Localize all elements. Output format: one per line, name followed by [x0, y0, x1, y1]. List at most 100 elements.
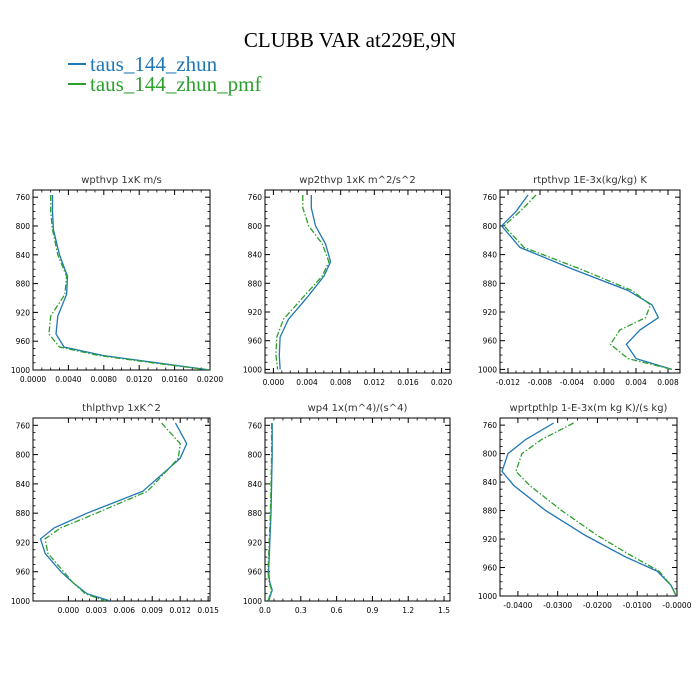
- series-line-taus-144-zhun-pmf: [44, 422, 181, 601]
- plot-frame: [499, 417, 678, 597]
- y-tick-label: 880: [248, 509, 263, 518]
- y-tick-label: 840: [248, 251, 263, 260]
- x-tick-label: -0.0300: [543, 601, 572, 610]
- x-tick-label: -0.0100: [623, 601, 652, 610]
- legend-label: taus_144_zhun_pmf: [90, 72, 262, 96]
- x-tick-label: 0.012: [169, 606, 191, 615]
- subplot-4: thlpthvp 1xK^2 0.000 0.003 0.006 0.009 0.012 0…: [11, 403, 219, 615]
- plot-frame: [264, 417, 451, 602]
- subplot-2: wp2thvp 1xK m^2/s^2 0.000 0.004 0.008 0.012 0…: [243, 175, 453, 387]
- x-tick-label: 0.020: [431, 378, 453, 387]
- y-tick-label: 960: [483, 564, 498, 573]
- x-tick-label: 0.9: [366, 606, 378, 615]
- y-tick-label: 840: [483, 251, 498, 260]
- y-tick-label: 760: [248, 193, 263, 202]
- subplot-title: rtpthvp 1E-3x(kg/kg) K: [533, 175, 647, 186]
- y-tick-label: 800: [483, 450, 498, 459]
- x-tick-label: 0.009: [141, 606, 163, 615]
- series-line-taus-144-zhun-pmf: [267, 423, 273, 601]
- y-tick-label: 880: [483, 507, 498, 516]
- x-tick-label: 0.0040: [55, 375, 81, 384]
- x-tick-label: 0.000: [263, 378, 285, 387]
- y-tick-label: 920: [16, 308, 31, 317]
- x-tick-label: -0.0000: [663, 601, 692, 610]
- subplot-title: wp2thvp 1xK m^2/s^2: [299, 175, 415, 186]
- y-tick-label: 880: [483, 279, 498, 288]
- series-line-taus-144-zhun: [278, 195, 332, 370]
- legend-label: taus_144_zhun: [90, 52, 218, 76]
- x-tick-label: 0.0120: [126, 375, 152, 384]
- y-tick-label: 800: [16, 451, 31, 460]
- y-tick-label: 1000: [478, 365, 497, 374]
- y-tick-label: 920: [16, 538, 31, 547]
- y-tick-label: 760: [483, 421, 498, 430]
- series-line-taus-144-zhun: [39, 422, 188, 601]
- series-line-taus-144-zhun-pmf: [48, 195, 210, 370]
- series-line-taus-144-zhun-pmf: [275, 195, 330, 370]
- y-tick-label: 760: [248, 421, 263, 430]
- legend-swatch-solid: [68, 63, 86, 66]
- y-tick-label: 960: [248, 337, 263, 346]
- y-tick-label: 800: [16, 222, 31, 231]
- x-tick-label: 0.004: [296, 378, 318, 387]
- x-tick-label: 0.008: [330, 378, 352, 387]
- x-tick-label: -0.004: [560, 378, 584, 387]
- y-tick-label: 1000: [243, 365, 262, 374]
- plot-frame: [32, 189, 211, 371]
- y-tick-label: 840: [483, 478, 498, 487]
- x-tick-label: -0.008: [528, 378, 552, 387]
- y-tick-label: 960: [483, 337, 498, 346]
- x-tick-label: -0.012: [496, 378, 520, 387]
- plot-frame: [264, 189, 451, 374]
- series-line-taus-144-zhun: [501, 422, 677, 596]
- x-tick-label: 0.015: [197, 606, 219, 615]
- y-tick-label: 880: [248, 279, 263, 288]
- x-tick-label: 0.0: [259, 606, 271, 615]
- y-tick-label: 880: [16, 280, 31, 289]
- x-tick-label: 0.0000: [20, 375, 46, 384]
- series-line-taus-144-zhun-pmf: [515, 422, 677, 596]
- subplot-6: wprtpthlp 1-E-3x(m kg K)/(s kg) -0.0400 -0…: [478, 403, 692, 610]
- y-tick-label: 920: [248, 308, 263, 317]
- x-tick-label: 0.003: [86, 606, 108, 615]
- y-tick-label: 920: [483, 308, 498, 317]
- x-tick-label: 0.0080: [91, 375, 117, 384]
- plot-frame: [32, 417, 211, 602]
- series-line-taus-144-zhun-pmf: [503, 194, 673, 371]
- y-tick-label: 880: [16, 509, 31, 518]
- subplot-title: wpthvp 1xK m/s: [81, 175, 162, 186]
- y-tick-label: 840: [16, 480, 31, 489]
- x-tick-label: 0.000: [58, 606, 80, 615]
- y-tick-label: 960: [248, 568, 263, 577]
- x-tick-label: 1.5: [438, 606, 450, 615]
- legend-item-taus-144-zhun: taus_144_zhun: [68, 52, 217, 77]
- x-tick-label: 0.008: [657, 378, 679, 387]
- x-tick-label: 0.0200: [197, 375, 223, 384]
- x-tick-label: 0.012: [364, 378, 386, 387]
- y-tick-label: 840: [248, 480, 263, 489]
- y-tick-label: 800: [483, 222, 498, 231]
- x-tick-label: 0.0160: [161, 375, 187, 384]
- legend-item-taus-144-zhun-pmf: taus_144_zhun_pmf: [68, 72, 261, 97]
- figure-title: CLUBB VAR at229E,9N: [243, 28, 457, 52]
- series-line-taus-144-zhun: [51, 195, 210, 370]
- x-tick-label: 1.2: [402, 606, 414, 615]
- y-tick-label: 960: [16, 568, 31, 577]
- y-tick-label: 760: [16, 421, 31, 430]
- y-tick-label: 800: [248, 451, 263, 460]
- subplot-3: rtpthvp 1E-3x(kg/kg) K -0.012 -0.008 -0.004…: [478, 175, 681, 387]
- y-tick-label: 800: [248, 222, 263, 231]
- subplot-title: wprtpthlp 1-E-3x(m kg K)/(s kg): [510, 403, 668, 414]
- x-tick-label: 0.3: [295, 606, 307, 615]
- x-tick-label: 0.000: [593, 378, 615, 387]
- y-tick-label: 1000: [11, 366, 30, 375]
- subplot-title: thlpthvp 1xK^2: [82, 403, 161, 414]
- y-tick-label: 1000: [11, 597, 30, 606]
- y-tick-label: 1000: [243, 597, 262, 606]
- subplot-title: wp4 1x(m^4)/(s^4): [308, 403, 408, 414]
- legend-swatch-dashdot: [68, 83, 86, 86]
- y-tick-label: 760: [483, 193, 498, 202]
- subplot-1: wpthvp 1xK m/s 0.0000 0.0040 0.0080 0.0120 0.…: [11, 175, 223, 384]
- x-tick-label: 0.006: [114, 606, 136, 615]
